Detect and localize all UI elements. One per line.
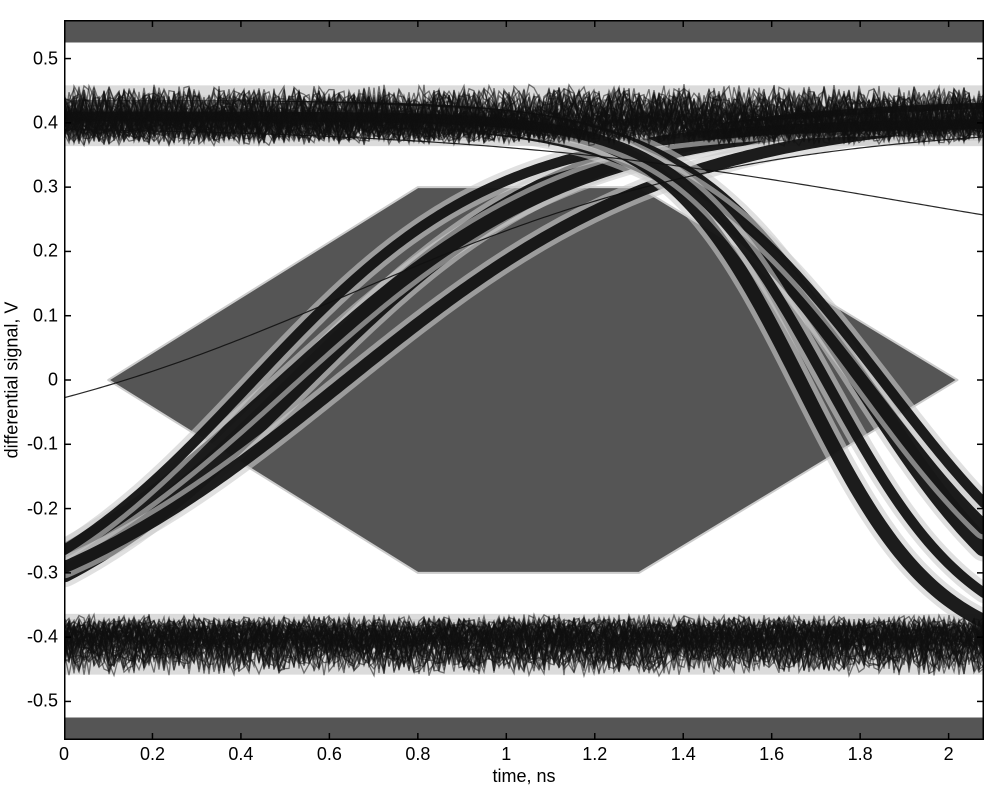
x-tick-label: 1.8	[848, 744, 873, 765]
y-tick-label: 0.2	[33, 241, 58, 262]
y-axis-label: differential signal, V	[2, 302, 23, 459]
y-tick-label: -0.5	[27, 691, 58, 712]
x-tick-label: 1.4	[671, 744, 696, 765]
y-tick-label: -0.1	[27, 434, 58, 455]
x-tick-label: 1	[501, 744, 511, 765]
y-tick-label: 0.3	[33, 177, 58, 198]
x-tick-label: 1.6	[759, 744, 784, 765]
y-tick-label: 0.5	[33, 48, 58, 69]
x-tick-label: 0.6	[317, 744, 342, 765]
eye-diagram-plot	[64, 20, 984, 740]
y-tick-label: 0.4	[33, 112, 58, 133]
x-tick-label: 0.8	[405, 744, 430, 765]
x-tick-label: 0.2	[140, 744, 165, 765]
x-tick-label: 1.2	[582, 744, 607, 765]
y-tick-label: -0.4	[27, 627, 58, 648]
y-tick-label: 0	[48, 370, 58, 391]
y-tick-label: -0.2	[27, 498, 58, 519]
x-tick-label: 0.4	[228, 744, 253, 765]
x-axis-label: time, ns	[492, 766, 555, 787]
x-tick-label: 2	[944, 744, 954, 765]
y-tick-label: 0.1	[33, 305, 58, 326]
x-tick-label: 0	[59, 744, 69, 765]
y-tick-label: -0.3	[27, 562, 58, 583]
